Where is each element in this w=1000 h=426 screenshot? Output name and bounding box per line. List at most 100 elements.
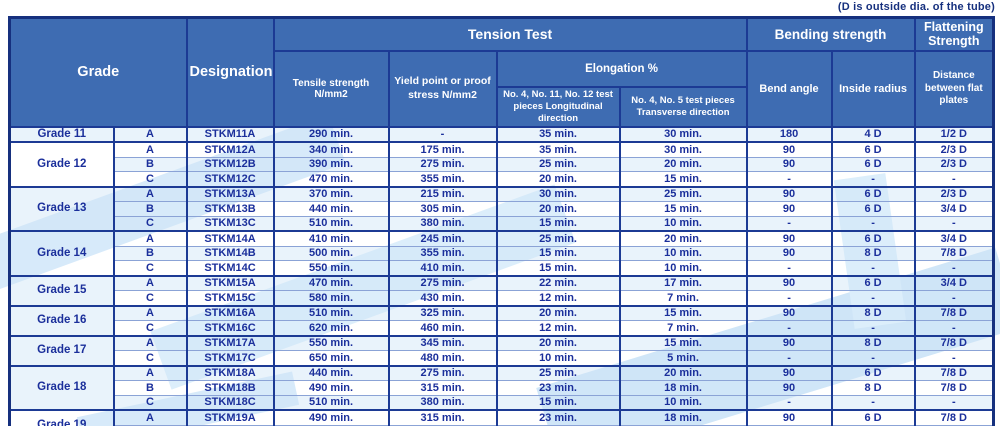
cell-designation: STKM14C (185, 260, 275, 276)
table-row: Grade 11 A STKM11A 290 min. -35 min. 30 min. 1… (8, 125, 995, 143)
cell-yield-point: 460 min. (387, 320, 498, 336)
header-designation: Designation (185, 16, 275, 128)
cell-grade: Grade 16 (8, 304, 115, 336)
cell-bend-angle: 90 (745, 201, 833, 217)
cell-inside-radius: 4 D (830, 125, 916, 143)
cell-elongation-longitudinal: 15 min. (495, 215, 621, 232)
cell-class: A (112, 125, 188, 143)
cell-elongation-longitudinal: 35 min. (495, 125, 621, 143)
cell-elongation-longitudinal: 20 min. (495, 201, 621, 217)
cell-class: C (112, 171, 188, 187)
cell-elongation-longitudinal: 12 min. (495, 320, 621, 336)
cell-bend-angle: 90 (745, 156, 833, 172)
cell-yield-point: 345 min. (387, 334, 498, 351)
cell-inside-radius: 8 D (830, 334, 916, 351)
cell-tensile-strength: 550 min. (272, 260, 390, 276)
cell-class: C (112, 260, 188, 276)
cell-tensile-strength: 440 min. (272, 201, 390, 217)
cell-elongation-transverse: 10 min. (618, 245, 748, 261)
cell-yield-point: 430 min. (387, 290, 498, 306)
cell-elongation-transverse: 17 min. (618, 274, 748, 291)
header-bending-strength: Bending strength (745, 16, 916, 52)
cell-yield-point: 380 min. (387, 215, 498, 232)
table-row: Grade 16 A STKM16A 510 min. 325 min. 20 min. 1… (8, 304, 995, 336)
cell-elongation-transverse: 20 min. (618, 364, 748, 381)
table-row: Grade 12 A STKM12A 340 min. 175 min. 35 min. 3… (8, 141, 995, 187)
cell-bend-angle: - (745, 215, 833, 232)
cell-yield-point: 275 min. (387, 156, 498, 172)
cell-elongation-longitudinal: 22 min. (495, 274, 621, 291)
cell-elongation-transverse: 15 min. (618, 334, 748, 351)
cell-tensile-strength: 620 min. (272, 320, 390, 336)
cell-elongation-transverse: 18 min. (618, 409, 748, 426)
cell-flattening: - (913, 171, 995, 187)
cell-bend-angle: - (745, 320, 833, 336)
cell-bend-angle: 90 (745, 304, 833, 321)
cell-bend-angle: 90 (745, 141, 833, 158)
cell-designation: STKM16A (185, 304, 275, 321)
cell-designation: STKM14A (185, 230, 275, 247)
cell-elongation-transverse: 7 min. (618, 320, 748, 336)
cell-yield-point: 355 min. (387, 245, 498, 261)
cell-flattening: - (913, 320, 995, 336)
cell-tensile-strength: 440 min. (272, 364, 390, 381)
table-row: C STKM12C 470 min. 355 min. 20 min. 15 min. - -… (10, 171, 995, 187)
cell-yield-point: - (387, 125, 498, 143)
cell-designation: STKM13A (185, 185, 275, 202)
header-yield-point: Yield point or proof stress N/mm2 (387, 49, 498, 128)
table-row: Grade 19 A STKM19A 490 min. 315 min. 23 min. 1… (8, 409, 995, 426)
header-distance-flat-plates: Distance between flat plates (913, 49, 995, 128)
cell-yield-point: 410 min. (387, 260, 498, 276)
cell-tensile-strength: 470 min. (272, 274, 390, 291)
cell-inside-radius: - (830, 320, 916, 336)
cell-inside-radius: 6 D (830, 364, 916, 381)
cell-flattening: 7/8 D (913, 304, 995, 321)
cell-elongation-transverse: 10 min. (618, 215, 748, 232)
cell-yield-point: 325 min. (387, 304, 498, 321)
cell-elongation-transverse: 30 min. (618, 141, 748, 158)
table-row: Grade 14 A STKM14A 410 min. 245 min. 25 min. 2… (8, 230, 995, 276)
cell-flattening: 2/3 D (913, 185, 995, 202)
cell-bend-angle: 90 (745, 364, 833, 381)
cell-inside-radius: - (830, 260, 916, 276)
cell-elongation-transverse: 15 min. (618, 171, 748, 187)
cell-designation: STKM12C (185, 171, 275, 187)
cell-yield-point: 355 min. (387, 171, 498, 187)
cell-yield-point: 305 min. (387, 201, 498, 217)
cell-flattening: - (913, 215, 995, 232)
cell-elongation-transverse: 20 min. (618, 156, 748, 172)
cell-flattening: 3/4 D (913, 201, 995, 217)
cell-bend-angle: 90 (745, 230, 833, 247)
header-elongation-longitudinal: No. 4, No. 11, No. 12 test pieces Longit… (495, 85, 621, 128)
cell-inside-radius: 6 D (830, 156, 916, 172)
header-tensile-strength: Tensile strength N/mm2 (272, 49, 390, 128)
cell-grade: Grade 18 (8, 364, 115, 411)
cell-tensile-strength: 550 min. (272, 334, 390, 351)
cell-inside-radius: - (830, 171, 916, 187)
cell-elongation-transverse: 25 min. (618, 185, 748, 202)
cell-designation: STKM15A (185, 274, 275, 291)
table-row: C STKM13C 510 min. 380 min. 15 min. 10 min. - -… (10, 215, 995, 232)
cell-bend-angle: 90 (745, 274, 833, 291)
cell-flattening: 7/8 D (913, 409, 995, 426)
cell-inside-radius: 6 D (830, 409, 916, 426)
cell-tensile-strength: 490 min. (272, 380, 390, 396)
cell-elongation-longitudinal: 25 min. (495, 230, 621, 247)
cell-designation: STKM17C (185, 350, 275, 366)
cell-designation: STKM14B (185, 245, 275, 261)
cell-class: A (112, 230, 188, 247)
cell-inside-radius: 6 D (830, 185, 916, 202)
cell-elongation-transverse: 15 min. (618, 201, 748, 217)
header-bend-angle: Bend angle (745, 49, 833, 128)
cell-yield-point: 275 min. (387, 364, 498, 381)
cell-tensile-strength: 510 min. (272, 394, 390, 411)
cell-elongation-transverse: 15 min. (618, 304, 748, 321)
cell-class: B (112, 201, 188, 217)
header-elongation: Elongation % (495, 49, 748, 88)
cell-class: C (112, 290, 188, 306)
cell-flattening: 1/2 D (913, 125, 995, 143)
cell-flattening: - (913, 290, 995, 306)
cell-elongation-transverse: 20 min. (618, 230, 748, 247)
cell-flattening: 7/8 D (913, 245, 995, 261)
cell-tensile-strength: 650 min. (272, 350, 390, 366)
